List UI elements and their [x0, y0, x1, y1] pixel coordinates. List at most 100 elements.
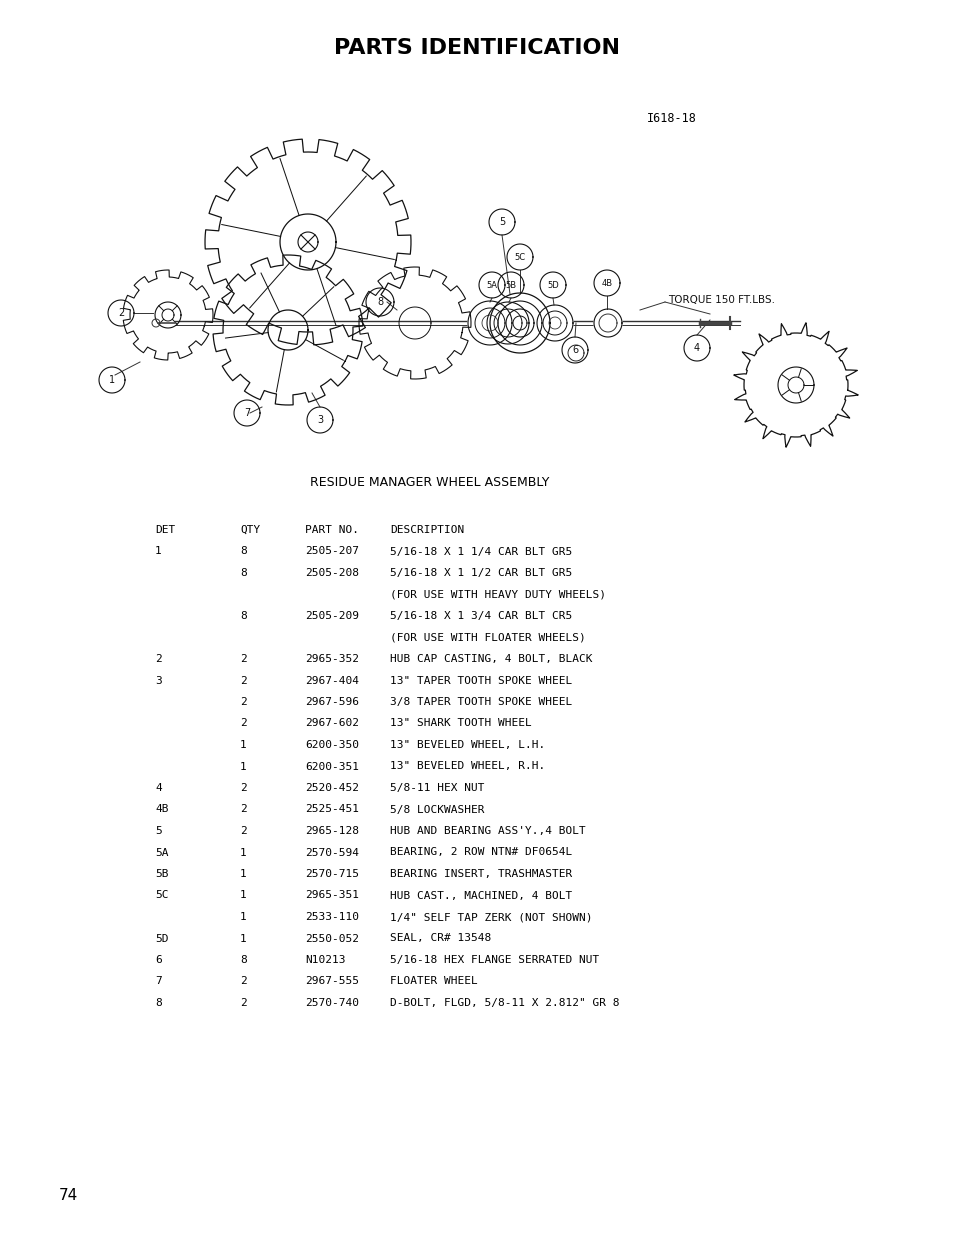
Text: 2: 2 — [118, 308, 124, 317]
Text: 2: 2 — [154, 655, 162, 664]
Polygon shape — [152, 319, 160, 327]
Polygon shape — [539, 272, 565, 298]
Text: PART NO.: PART NO. — [305, 525, 358, 535]
Text: 6: 6 — [154, 955, 162, 965]
Text: HUB CAP CASTING, 4 BOLT, BLACK: HUB CAP CASTING, 4 BOLT, BLACK — [390, 655, 592, 664]
Text: 1: 1 — [240, 890, 247, 900]
Text: 13" SHARK TOOTH WHEEL: 13" SHARK TOOTH WHEEL — [390, 719, 531, 729]
Text: 5/16-18 X 1 3/4 CAR BLT CR5: 5/16-18 X 1 3/4 CAR BLT CR5 — [390, 611, 572, 621]
Text: 2505-207: 2505-207 — [305, 547, 358, 557]
Text: 5/8 LOCKWASHER: 5/8 LOCKWASHER — [390, 804, 484, 815]
Text: 8: 8 — [240, 547, 247, 557]
Text: 8: 8 — [240, 611, 247, 621]
Text: 5A: 5A — [486, 280, 497, 289]
Polygon shape — [486, 303, 529, 345]
Text: 1: 1 — [109, 375, 115, 385]
Text: 2505-209: 2505-209 — [305, 611, 358, 621]
Text: 2570-594: 2570-594 — [305, 847, 358, 857]
Text: 6200-350: 6200-350 — [305, 740, 358, 750]
Text: 2967-596: 2967-596 — [305, 697, 358, 706]
Text: 2: 2 — [240, 804, 247, 815]
Text: 1: 1 — [154, 547, 162, 557]
Text: 5D: 5D — [154, 934, 169, 944]
Polygon shape — [468, 301, 512, 345]
Text: 7: 7 — [244, 408, 250, 417]
Text: 74: 74 — [58, 1188, 77, 1203]
Text: 3/8 TAPER TOOTH SPOKE WHEEL: 3/8 TAPER TOOTH SPOKE WHEEL — [390, 697, 572, 706]
Text: RESIDUE MANAGER WHEEL ASSEMBLY: RESIDUE MANAGER WHEEL ASSEMBLY — [310, 477, 549, 489]
Text: 4: 4 — [154, 783, 162, 793]
Text: 2967-602: 2967-602 — [305, 719, 358, 729]
Polygon shape — [366, 288, 394, 316]
Text: 2520-452: 2520-452 — [305, 783, 358, 793]
Text: 5: 5 — [498, 217, 504, 227]
Text: 1: 1 — [240, 847, 247, 857]
Text: FLOATER WHEEL: FLOATER WHEEL — [390, 977, 477, 987]
Text: 5B: 5B — [505, 280, 516, 289]
Polygon shape — [489, 209, 515, 235]
Polygon shape — [108, 300, 133, 326]
Text: 2: 2 — [240, 719, 247, 729]
Text: 6200-351: 6200-351 — [305, 762, 358, 772]
Text: 6: 6 — [572, 345, 578, 354]
Polygon shape — [594, 270, 619, 296]
Text: 2570-715: 2570-715 — [305, 869, 358, 879]
Text: 5C: 5C — [514, 252, 525, 262]
Text: 2525-451: 2525-451 — [305, 804, 358, 815]
Text: 2: 2 — [240, 655, 247, 664]
Text: BEARING, 2 ROW NTN# DF0654L: BEARING, 2 ROW NTN# DF0654L — [390, 847, 572, 857]
Text: 5/16-18 HEX FLANGE SERRATED NUT: 5/16-18 HEX FLANGE SERRATED NUT — [390, 955, 598, 965]
Text: 5C: 5C — [154, 890, 169, 900]
Text: 1: 1 — [240, 740, 247, 750]
Polygon shape — [561, 337, 587, 363]
Text: 13" BEVELED WHEEL, L.H.: 13" BEVELED WHEEL, L.H. — [390, 740, 545, 750]
Text: TORQUE 150 FT.LBS.: TORQUE 150 FT.LBS. — [667, 295, 774, 305]
Text: 5D: 5D — [547, 280, 558, 289]
Text: 2505-208: 2505-208 — [305, 568, 358, 578]
Text: 5/16-18 X 1 1/4 CAR BLT GR5: 5/16-18 X 1 1/4 CAR BLT GR5 — [390, 547, 572, 557]
Text: 1/4" SELF TAP ZERK (NOT SHOWN): 1/4" SELF TAP ZERK (NOT SHOWN) — [390, 911, 592, 923]
Text: BEARING INSERT, TRASHMASTER: BEARING INSERT, TRASHMASTER — [390, 869, 572, 879]
Text: 13" TAPER TOOTH SPOKE WHEEL: 13" TAPER TOOTH SPOKE WHEEL — [390, 676, 572, 685]
Text: 4B: 4B — [600, 279, 612, 288]
Text: 2965-351: 2965-351 — [305, 890, 358, 900]
Text: 1: 1 — [240, 934, 247, 944]
Text: (FOR USE WITH HEAVY DUTY WHEELS): (FOR USE WITH HEAVY DUTY WHEELS) — [390, 589, 605, 599]
Text: 2967-404: 2967-404 — [305, 676, 358, 685]
Text: N10213: N10213 — [305, 955, 345, 965]
Text: 5/8-11 HEX NUT: 5/8-11 HEX NUT — [390, 783, 484, 793]
Text: 2: 2 — [240, 676, 247, 685]
Text: DET: DET — [154, 525, 175, 535]
Text: 8: 8 — [240, 568, 247, 578]
Text: 5/16-18 X 1 1/2 CAR BLT GR5: 5/16-18 X 1 1/2 CAR BLT GR5 — [390, 568, 572, 578]
Text: 2533-110: 2533-110 — [305, 911, 358, 923]
Text: 2965-352: 2965-352 — [305, 655, 358, 664]
Polygon shape — [490, 293, 550, 353]
Text: 2: 2 — [240, 697, 247, 706]
Polygon shape — [537, 305, 573, 341]
Text: I618-18: I618-18 — [646, 111, 697, 125]
Text: 1: 1 — [240, 869, 247, 879]
Text: 5: 5 — [154, 826, 162, 836]
Text: DESCRIPTION: DESCRIPTION — [390, 525, 464, 535]
Text: (FOR USE WITH FLOATER WHEELS): (FOR USE WITH FLOATER WHEELS) — [390, 632, 585, 642]
Text: 5A: 5A — [154, 847, 169, 857]
Text: 4B: 4B — [154, 804, 169, 815]
Text: QTY: QTY — [240, 525, 260, 535]
Text: 2965-128: 2965-128 — [305, 826, 358, 836]
Text: 8: 8 — [376, 296, 383, 308]
Text: HUB CAST., MACHINED, 4 BOLT: HUB CAST., MACHINED, 4 BOLT — [390, 890, 572, 900]
Polygon shape — [567, 345, 583, 361]
Polygon shape — [683, 335, 709, 361]
Polygon shape — [506, 245, 533, 270]
Text: 1: 1 — [240, 911, 247, 923]
Text: 2: 2 — [240, 783, 247, 793]
Polygon shape — [594, 309, 621, 337]
Text: 1: 1 — [240, 762, 247, 772]
Polygon shape — [497, 272, 523, 298]
Text: 8: 8 — [240, 955, 247, 965]
Text: HUB AND BEARING ASS'Y.,4 BOLT: HUB AND BEARING ASS'Y.,4 BOLT — [390, 826, 585, 836]
Text: 8: 8 — [154, 998, 162, 1008]
Text: 3: 3 — [316, 415, 323, 425]
Text: PARTS IDENTIFICATION: PARTS IDENTIFICATION — [334, 38, 619, 58]
